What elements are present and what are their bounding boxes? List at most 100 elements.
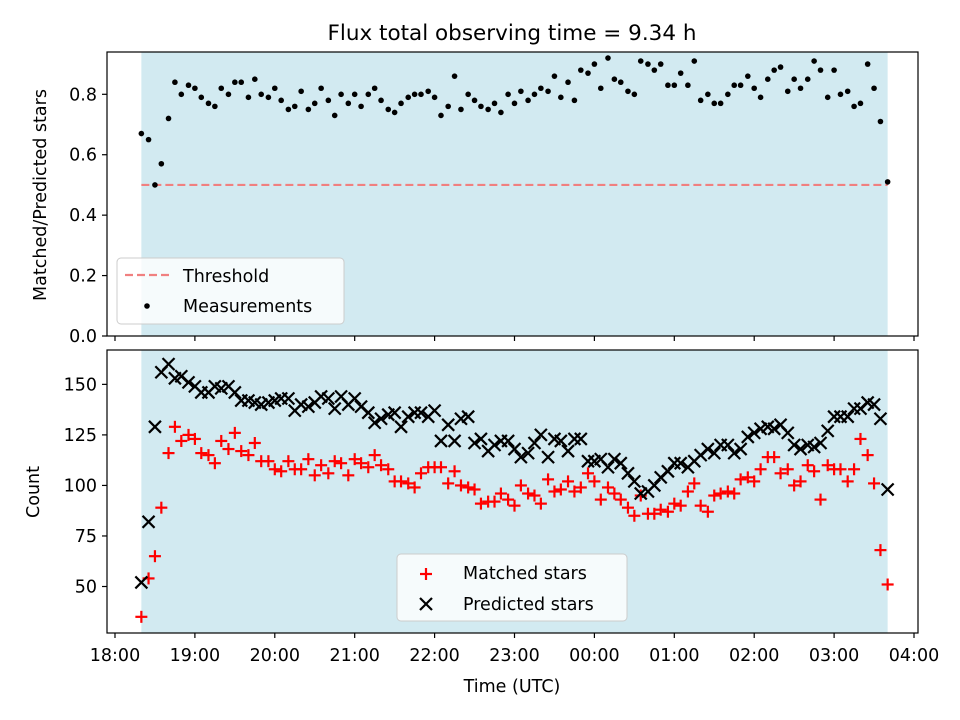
measurement-point — [625, 88, 631, 95]
matched-star-point — [754, 463, 767, 476]
matched-star-point — [202, 449, 215, 462]
measurement-point — [811, 58, 817, 64]
measurement-point — [771, 67, 777, 73]
predicted-star-point — [607, 452, 622, 466]
predicted-star-point — [527, 436, 542, 450]
predicted-star-point — [141, 515, 156, 529]
measurement-point — [138, 130, 145, 137]
matched-star-point — [841, 475, 854, 488]
matched-star-point — [508, 499, 521, 512]
measurement-point — [617, 79, 624, 86]
measurement-point — [252, 76, 258, 82]
top-measurement-points — [138, 55, 891, 188]
predicted-star-point — [467, 436, 482, 450]
predicted-star-point — [873, 411, 888, 426]
top-y-axis: 0.0 0.2 0.4 0.6 0.8 — [69, 85, 107, 347]
predicted-star-point — [733, 442, 748, 456]
matched-star-point — [402, 477, 415, 490]
predicted-star-point — [807, 440, 821, 454]
matched-star-point — [788, 479, 801, 492]
measurement-point — [717, 100, 724, 107]
matched-star-point — [848, 463, 861, 476]
matched-star-point — [582, 467, 595, 480]
measurement-point — [505, 91, 511, 98]
matched-star-point — [694, 499, 707, 512]
measurement-point — [538, 85, 544, 92]
bottom-x-tick-label: 02:00 — [729, 646, 779, 666]
measurement-point — [525, 97, 531, 104]
measurement-point — [325, 97, 332, 104]
matched-star-point — [741, 471, 754, 484]
matched-star-point — [542, 473, 555, 486]
measurement-point — [298, 88, 304, 95]
measurement-point — [198, 94, 205, 101]
predicted-star-point — [767, 422, 781, 436]
top-y-tick-label: 0.2 — [69, 267, 97, 287]
matched-star-point — [768, 451, 781, 464]
measurement-point — [551, 73, 558, 79]
predicted-star-point — [367, 415, 382, 430]
matched-star-point — [628, 509, 641, 522]
matched-star-point — [195, 447, 208, 460]
measurement-point — [871, 85, 877, 92]
matched-star-point — [235, 445, 248, 458]
predicted-star-point — [793, 442, 808, 456]
measurement-point — [411, 91, 418, 98]
matched-star-point — [854, 432, 867, 445]
matched-star-point — [748, 475, 761, 488]
matched-star-point — [342, 469, 355, 482]
matched-star-point — [668, 497, 681, 510]
matched-star-point — [248, 436, 261, 449]
measurement-point — [737, 82, 744, 89]
matched-star-point — [801, 459, 814, 472]
measurement-point — [358, 103, 364, 110]
legend-measurements-label: Measurements — [183, 297, 312, 317]
bottom-y-tick-label: 125 — [64, 426, 97, 446]
measurement-point — [844, 88, 851, 95]
measurement-point — [365, 91, 372, 98]
predicted-star-point — [434, 434, 448, 448]
matched-star-point — [328, 455, 341, 468]
measurement-point — [385, 106, 392, 113]
measurement-point — [578, 67, 584, 73]
predicted-star-point — [327, 401, 342, 416]
predicted-star-point — [347, 391, 362, 406]
measurement-point — [777, 64, 784, 70]
measurement-point — [158, 160, 165, 167]
predicted-star-point — [840, 409, 855, 424]
measurement-point — [565, 79, 571, 86]
measurement-point — [745, 73, 751, 79]
measurement-point — [824, 94, 831, 101]
matched-star-point — [648, 507, 661, 520]
legend-threshold-label: Threshold — [182, 267, 269, 287]
measurement-point — [731, 82, 738, 89]
measurement-point — [232, 79, 238, 86]
matched-star-point — [168, 420, 181, 433]
predicted-star-point — [361, 405, 376, 420]
predicted-star-point — [707, 446, 722, 460]
predicted-star-point — [374, 411, 388, 426]
measurement-point — [591, 61, 598, 67]
matched-star-point — [588, 475, 601, 488]
matched-star-point — [175, 434, 188, 447]
bottom-y-tick-label: 150 — [64, 375, 97, 395]
top-legend-box — [116, 257, 345, 325]
matched-star-point — [268, 463, 281, 476]
top-x-ticks — [114, 336, 915, 341]
measurement-point — [711, 100, 718, 107]
predicted-star-point — [521, 446, 535, 460]
measurement-point — [465, 91, 471, 98]
matched-star-point — [415, 467, 428, 480]
measurement-point — [797, 85, 804, 92]
matched-star-point — [442, 477, 455, 490]
measurement-point — [378, 97, 384, 104]
predicted-star-point — [581, 454, 595, 468]
measurement-point — [857, 100, 864, 107]
measurement-point — [391, 109, 398, 116]
measurement-point — [212, 103, 218, 110]
predicted-star-point — [827, 409, 841, 424]
predicted-star-point — [880, 482, 895, 497]
measurement-point — [478, 103, 484, 110]
measurement-point — [225, 91, 232, 98]
top-y-tick-label: 0.4 — [69, 206, 97, 226]
